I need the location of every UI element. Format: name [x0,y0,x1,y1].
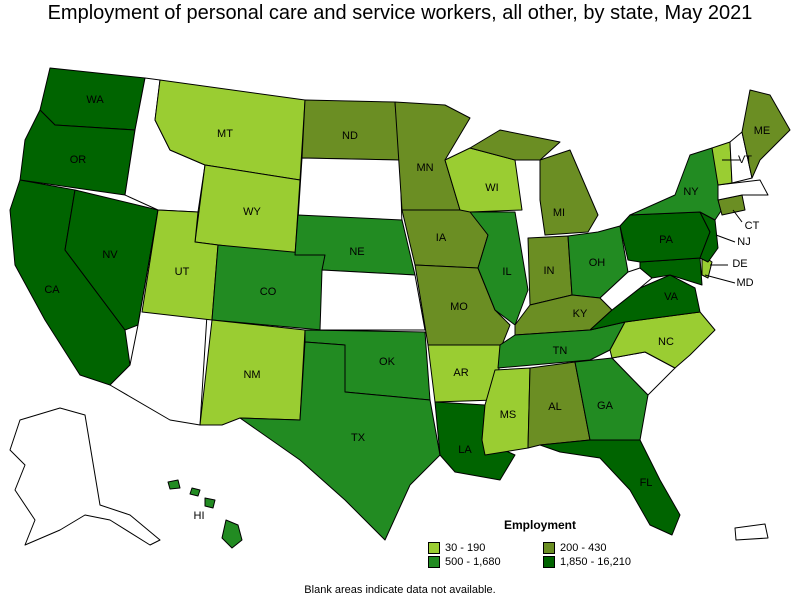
state-label-ca: CA [44,284,60,296]
state-label-ok: OK [379,356,396,368]
state-label-tx: TX [351,432,366,444]
legend-swatch [428,556,440,568]
state-label-de: DE [732,258,747,270]
state-ga[interactable] [574,357,649,441]
state-label-vt: VT [738,154,752,166]
state-label-ga: GA [597,400,614,412]
state-label-ar: AR [453,367,468,379]
state-pr[interactable] [734,523,769,541]
legend-row: 30 - 190 200 - 430 [428,542,658,554]
state-label-me: ME [754,125,771,137]
state-label-wa: WA [86,94,104,106]
state-fl[interactable] [539,439,681,536]
legend-label: 1,850 - 16,210 [560,556,631,568]
state-label-wi: WI [485,182,498,194]
state-label-fl: FL [640,477,653,489]
state-me[interactable] [741,89,791,179]
state-label-md: MD [736,277,753,289]
legend-title: Employment [504,518,577,532]
state-label-ky: KY [573,308,588,320]
state-hi[interactable] [221,519,243,549]
state-mi-upper[interactable] [469,129,561,161]
map-title: Employment of personal care and service … [47,2,753,24]
state-label-pa: PA [659,234,674,246]
legend-row: 500 - 1,680 1,850 - 16,210 [428,556,658,568]
state-label-la: LA [458,444,472,456]
state-label-il: IL [502,266,511,278]
state-hi-3[interactable] [189,487,201,497]
legend-swatch [543,542,555,554]
state-label-al: AL [548,401,561,413]
state-label-ny: NY [683,186,699,198]
legend-swatch [543,556,555,568]
state-ak[interactable] [9,407,161,546]
legend-item: 500 - 1,680 [428,556,543,568]
state-label-ne: NE [349,246,364,258]
state-nv[interactable] [64,189,159,331]
state-label-tn: TN [553,345,568,357]
leader-ct [732,209,743,223]
state-mi[interactable] [539,149,599,236]
state-hi-4[interactable] [167,479,181,490]
legend-item: 30 - 190 [428,542,543,554]
state-hi-2[interactable] [204,497,216,509]
state-label-nj: NJ [737,236,750,248]
legend-swatch [428,542,440,554]
state-label-ia: IA [436,232,447,244]
state-label-mi: MI [553,207,565,219]
state-label-oh: OH [589,257,606,269]
state-sd[interactable] [297,157,403,226]
state-ny[interactable] [629,147,726,221]
state-label-mn: MN [416,162,433,174]
state-label-nd: ND [342,130,358,142]
state-label-in: IN [544,265,555,277]
state-label-mo: MO [450,301,468,313]
legend-label: 200 - 430 [560,542,607,554]
state-il[interactable] [469,211,529,326]
state-label-mt: MT [217,128,233,140]
state-label-ms: MS [500,409,517,421]
leader-md [704,274,736,284]
leader-nj [715,234,736,243]
legend: Employment 30 - 190 200 - 430 500 - 1,68… [428,518,658,570]
state-label-ct: CT [745,220,760,232]
state-tx[interactable] [239,341,441,541]
state-label-nm: NM [243,369,260,381]
state-label-hi: HI [194,510,205,522]
state-ks[interactable] [319,269,426,331]
legend-label: 30 - 190 [445,542,486,554]
state-label-or: OR [70,154,87,166]
legend-item: 1,850 - 16,210 [543,556,658,568]
state-label-ut: UT [175,266,190,278]
state-label-va: VA [664,291,679,303]
legend-label: 500 - 1,680 [445,556,501,568]
state-label-co: CO [260,286,277,298]
state-ma[interactable] [717,179,769,201]
state-label-nv: NV [102,249,118,261]
footnote: Blank areas indicate data not available. [304,584,496,596]
state-label-nc: NC [658,336,674,348]
legend-item: 200 - 430 [543,542,658,554]
state-label-wy: WY [243,206,261,218]
